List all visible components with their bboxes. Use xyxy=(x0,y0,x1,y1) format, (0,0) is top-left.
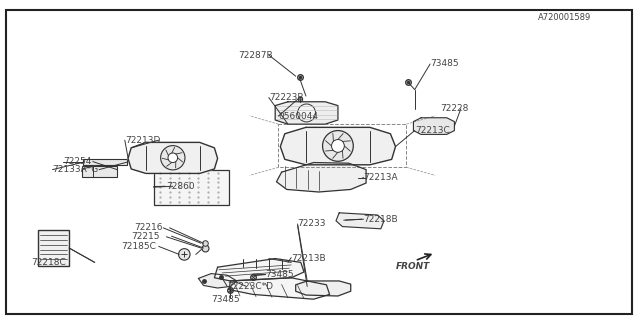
Text: 72213D: 72213D xyxy=(125,136,160,145)
Text: 72213A: 72213A xyxy=(364,173,398,182)
Text: 72233: 72233 xyxy=(298,220,326,228)
Text: 72218B: 72218B xyxy=(364,215,398,224)
Bar xyxy=(154,170,229,205)
Text: 72213C: 72213C xyxy=(415,126,449,135)
Text: 72215: 72215 xyxy=(131,232,160,241)
Polygon shape xyxy=(280,127,396,165)
Polygon shape xyxy=(214,259,304,281)
Circle shape xyxy=(332,140,344,152)
Text: 72860: 72860 xyxy=(166,182,195,191)
Text: 73485: 73485 xyxy=(266,270,294,279)
Circle shape xyxy=(161,146,185,170)
Text: 73485: 73485 xyxy=(211,295,240,304)
Polygon shape xyxy=(276,163,366,192)
Text: 72287B: 72287B xyxy=(238,51,273,60)
Bar xyxy=(82,166,117,177)
Polygon shape xyxy=(413,118,454,134)
Polygon shape xyxy=(198,274,237,288)
Bar xyxy=(83,159,127,165)
Circle shape xyxy=(323,131,353,161)
Text: 72223B: 72223B xyxy=(269,93,303,102)
Text: 72218C: 72218C xyxy=(31,258,65,267)
Polygon shape xyxy=(275,102,338,124)
Text: 72185C: 72185C xyxy=(122,242,156,251)
Text: 72254: 72254 xyxy=(63,157,91,166)
Polygon shape xyxy=(336,213,384,229)
Polygon shape xyxy=(296,281,351,296)
Text: FRONT: FRONT xyxy=(396,262,430,271)
Text: 0560044: 0560044 xyxy=(278,112,319,121)
Circle shape xyxy=(179,249,190,260)
Text: 72213B: 72213B xyxy=(291,254,326,263)
Text: 72228: 72228 xyxy=(440,104,468,113)
Text: 72223C*D: 72223C*D xyxy=(227,282,273,291)
Polygon shape xyxy=(128,142,218,173)
Text: 72133A*G: 72133A*G xyxy=(52,165,99,174)
Circle shape xyxy=(168,153,178,163)
Text: 73485: 73485 xyxy=(430,60,459,68)
Circle shape xyxy=(298,104,316,122)
Text: A720001589: A720001589 xyxy=(538,13,591,22)
Polygon shape xyxy=(229,278,330,299)
Text: 72216: 72216 xyxy=(134,223,163,232)
Bar xyxy=(278,124,406,167)
Bar xyxy=(38,230,69,266)
